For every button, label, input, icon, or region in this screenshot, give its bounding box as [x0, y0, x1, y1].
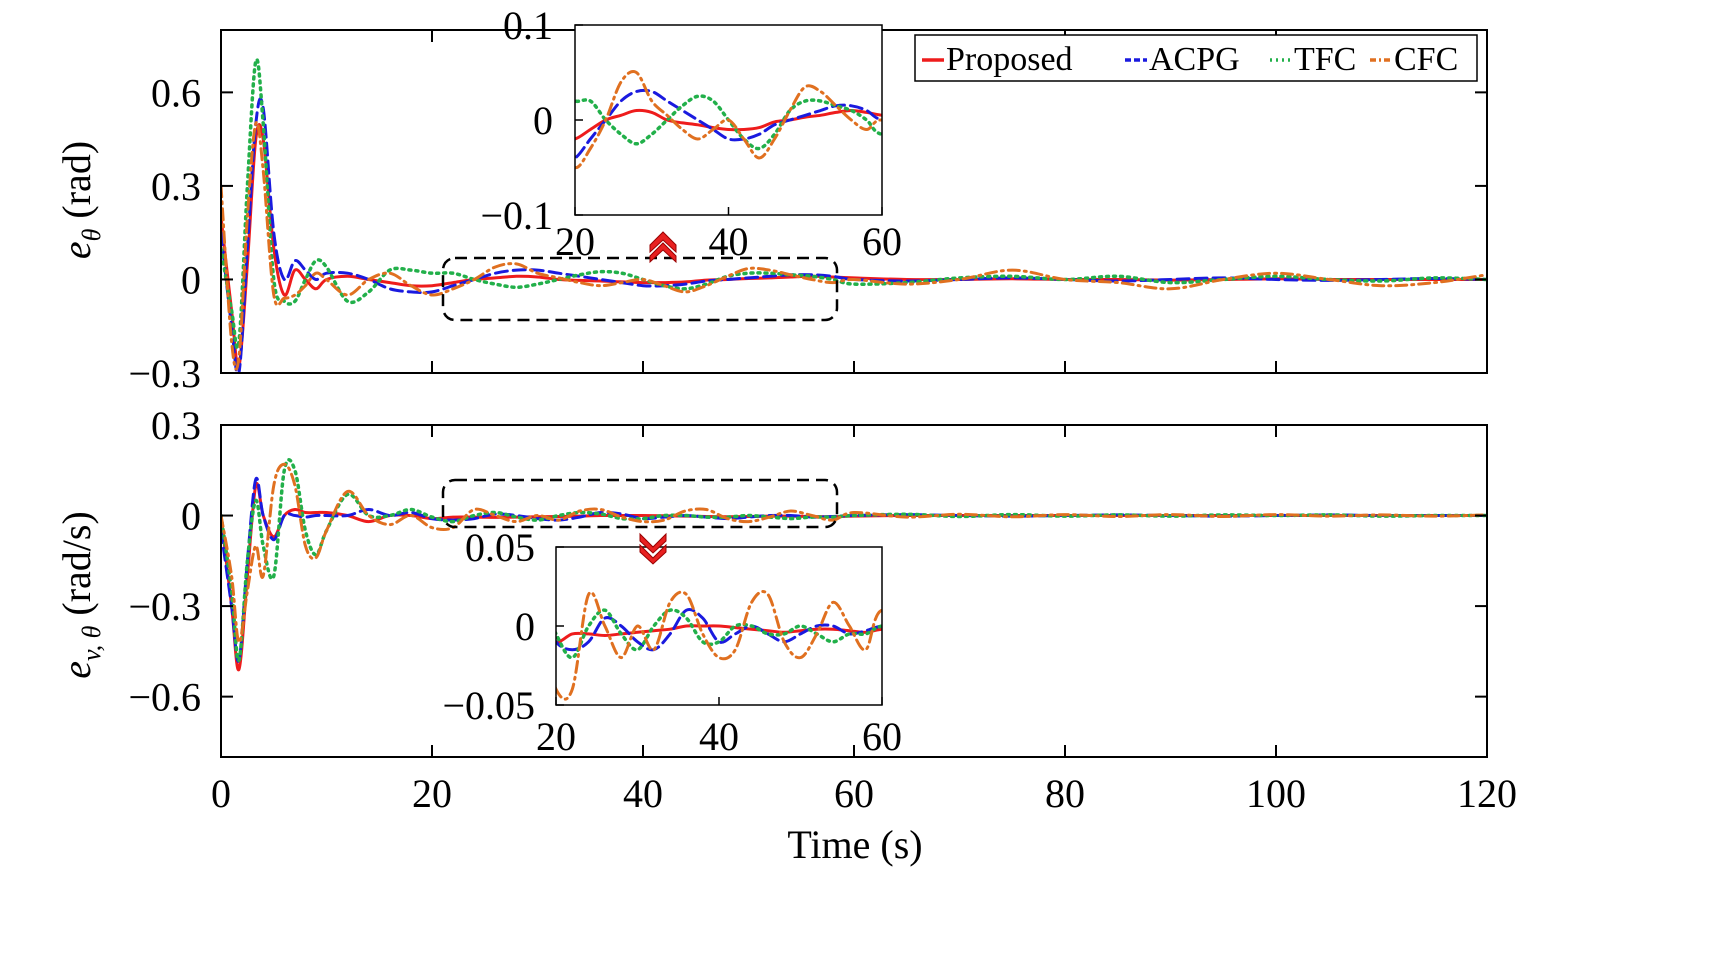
inset-y-tick-label: 0 [515, 604, 535, 649]
y-tick-label: 0 [181, 494, 201, 539]
inset-x-tick-label: 40 [709, 219, 749, 264]
inset-x-tick-label: 60 [862, 219, 902, 264]
inset-y-tick-label: 0 [533, 98, 553, 143]
inset-series-line-cfc [556, 590, 882, 701]
x-tick-label: 80 [1045, 771, 1085, 816]
x-tick-label: 20 [412, 771, 452, 816]
inset-x-tick-label: 20 [536, 714, 576, 759]
zoom-region-box-top [441, 256, 839, 322]
y-tick-label: −0.6 [128, 675, 201, 720]
x-tick-label: 60 [834, 771, 874, 816]
inset-y-tick-label: −0.1 [480, 193, 553, 238]
inset-y-tick-label: −0.05 [442, 683, 535, 728]
legend-frame [914, 34, 1478, 82]
series-group [221, 57, 1487, 373]
inset-series-line-acpg [556, 608, 882, 652]
y-tick-label: 0.3 [151, 164, 201, 209]
y-tick-label: 0.6 [151, 70, 201, 115]
zoom-arrow-up-icon [649, 231, 677, 264]
inset-series-line-tfc [575, 94, 882, 151]
y-tick-label: −0.3 [128, 584, 201, 629]
y-tick-label: 0.3 [151, 403, 201, 448]
plot-panel-2: 0 20 40 60 80 100 120 −0.6 −0.3 0 0.3 ev, θ (rad/s)… [54, 403, 1517, 816]
inset-series-group [556, 590, 882, 701]
inset-series-line-tfc [556, 608, 882, 660]
zoom-region-box-bottom [441, 478, 839, 529]
x-tick-label: 0 [211, 771, 231, 816]
inset-panel-1: 20 40 60 0.1 0 −0.1 [480, 3, 902, 264]
inset-y-tick-label: 0.1 [503, 3, 553, 48]
zoom-arrow-down-icon [639, 532, 667, 565]
series-group [221, 458, 1487, 672]
inset-x-tick-label: 20 [555, 219, 595, 264]
inset-x-tick-label: 60 [862, 714, 902, 759]
inset-x-tick-label: 40 [699, 714, 739, 759]
x-tick-label: 120 [1457, 771, 1517, 816]
inset-series-line-proposed [556, 624, 882, 644]
series-line-tfc [221, 57, 1487, 350]
x-tick-label: 100 [1246, 771, 1306, 816]
legend-label-acpg: ACPG [1149, 41, 1240, 78]
plot-panel-1: −0.3 0 0.3 0.6 eθ (rad) 20 40 60 0.1 0 −0.1 [54, 3, 1488, 396]
series-line-cfc [221, 462, 1487, 644]
inset-series-line-cfc [575, 70, 882, 170]
y-axis-title: ev, θ (rad/s) [54, 511, 106, 679]
inset-y-tick-label: 0.05 [465, 525, 535, 570]
y-tick-label: 0 [181, 257, 201, 302]
y-axis-title: eθ (rad) [54, 141, 106, 259]
legend-label-tfc: TFC [1294, 41, 1356, 78]
legend: Proposed ACPG TFC CFC [914, 34, 1478, 82]
inset-series-group [575, 70, 882, 170]
legend-label-proposed: Proposed [946, 41, 1073, 78]
inset-panel-2: 20 40 60 0.05 0 −0.05 [442, 525, 902, 759]
y-tick-label: −0.3 [128, 351, 201, 396]
legend-label-cfc: CFC [1394, 41, 1458, 78]
x-axis-title: Time (s) [787, 822, 922, 867]
series-line-cfc [221, 120, 1487, 371]
x-tick-label: 40 [623, 771, 663, 816]
